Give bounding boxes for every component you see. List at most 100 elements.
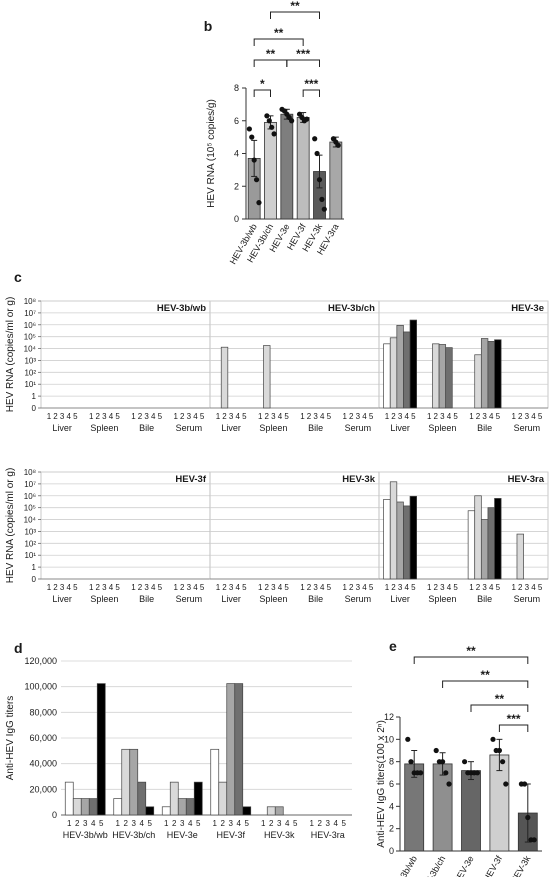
panel-c-sub-2-animal-label-0-2: 3 bbox=[398, 412, 403, 421]
panel-b-significance-bracket-2 bbox=[286, 59, 320, 67]
panel-c-sub-2-bar-2-2 bbox=[480, 338, 489, 409]
panel-b-point-3-3 bbox=[304, 116, 310, 122]
panel-c-sub-0-y-tick-label-7: 10⁶ bbox=[24, 321, 36, 330]
panel-c-sub-3-y-tick-label-0: 0 bbox=[32, 575, 37, 584]
panel-c-sub-5-animal-label-3-2: 3 bbox=[525, 583, 530, 592]
panel-b-significance-label-0: * bbox=[260, 77, 265, 91]
panel-c-sub-4-animal-label-3-0: 1 bbox=[342, 583, 347, 592]
panel-b-point-0-2 bbox=[251, 157, 257, 163]
panel-c-sub-5-title: HEV-3ra bbox=[508, 474, 545, 485]
panel-c-sub-0-animal-label-1-3: 4 bbox=[109, 412, 114, 421]
panel-c-sub-0-y-tick-label-5: 10⁴ bbox=[24, 345, 37, 354]
panel-c-sub-3-title: HEV-3f bbox=[175, 474, 206, 485]
panel-e-significance-bracket-0 bbox=[413, 656, 529, 664]
panel-e-point-3-2 bbox=[496, 747, 502, 754]
panel-c-sub-1-animal-label-1-1: 2 bbox=[265, 412, 270, 421]
panel-c-sub-5-animal-label-3-1: 2 bbox=[518, 583, 523, 592]
panel-d-animal-label-4-1: 2 bbox=[269, 819, 274, 828]
panel-c-sub-0-animal-label-2-0: 1 bbox=[131, 412, 136, 421]
panel-c-sub-4-animal-label-2-0: 1 bbox=[300, 583, 305, 592]
panel-c-sub-4-animal-label-0-2: 3 bbox=[229, 583, 234, 592]
panel-e-point-2-0 bbox=[462, 759, 468, 765]
panel-c-sub-4-tissue-label-1: Spleen bbox=[259, 594, 287, 604]
panel-c-sub-3-animal-label-1-2: 3 bbox=[102, 583, 107, 592]
panel-c-sub-3-tissue-label-0: Liver bbox=[52, 594, 72, 604]
panel-c-sub-3-animal-label-1-1: 2 bbox=[96, 583, 101, 592]
panel-c-sub-0-animal-label-2-1: 2 bbox=[138, 412, 143, 421]
panel-d-bar-0-4 bbox=[96, 683, 106, 816]
panel-c-sub-5-bar-0-1 bbox=[389, 481, 398, 580]
panel-d-animal-label-5-1: 2 bbox=[318, 819, 323, 828]
panel-c-sub-5-animal-label-2-1: 2 bbox=[476, 583, 481, 592]
panel-d-bar-2-2 bbox=[177, 798, 187, 816]
panel-c-sub-5-animal-label-1-3: 4 bbox=[447, 583, 452, 592]
panel-d-y-tick-label-1: 20,000 bbox=[29, 784, 57, 794]
panel-c-sub-0-animal-label-0-2: 3 bbox=[60, 412, 65, 421]
panel-c-sub-3-tissue-label-1: Spleen bbox=[90, 594, 118, 604]
panel-c-sub-3-tissue-label-2: Bile bbox=[139, 594, 154, 604]
panel-c-sub-3-animal-label-0-4: 5 bbox=[73, 583, 78, 592]
panel-e-significance-label-2: ** bbox=[495, 692, 505, 706]
panel-c-sub-1-bar-1-1 bbox=[263, 345, 271, 409]
panel-c-sub-5-bar-2-0 bbox=[467, 510, 476, 580]
panel-c-sub-0-tissue-label-0: Liver bbox=[52, 423, 72, 433]
panel-e-point-0-0 bbox=[405, 736, 411, 742]
panel-c-sub-5-bar-0-0 bbox=[383, 499, 391, 580]
panel-c-sub-2-animal-label-3-2: 3 bbox=[525, 412, 530, 421]
panel-d-bar-2-1 bbox=[169, 781, 179, 816]
panel-c-sub-2-animal-label-2-0: 1 bbox=[469, 412, 474, 421]
panel-c-sub-2-bar-0-1 bbox=[389, 337, 398, 409]
panel-c-sub-4-animal-label-0-0: 1 bbox=[216, 583, 221, 592]
panel-c-sub-5-animal-label-0-2: 3 bbox=[398, 583, 403, 592]
panel-c-sub-0-animal-label-0-1: 2 bbox=[53, 412, 58, 421]
panel-d-bar-1-1 bbox=[121, 748, 131, 816]
panel-c-sub-1-animal-label-0-1: 2 bbox=[222, 412, 227, 421]
panel-d-bar-0-0 bbox=[64, 781, 74, 816]
panel-c-sub-5-bar-2-3 bbox=[487, 507, 495, 580]
panel-d: d 0 20,000 40,000 60,000 80,000 100,000 120,000… bbox=[5, 640, 352, 840]
panel-e-significance-bracket-2 bbox=[470, 704, 529, 712]
panel-d-animal-label-4-2: 3 bbox=[277, 819, 282, 828]
panel-c-sub-2-animal-label-0-1: 2 bbox=[391, 412, 396, 421]
panel-c-sub-2-animal-label-3-3: 4 bbox=[531, 412, 536, 421]
panel-c-sub-3-animal-label-1-3: 4 bbox=[109, 583, 114, 592]
panel-d-animal-label-5-2: 3 bbox=[326, 819, 331, 828]
panel-c-sub-2-animal-label-3-0: 1 bbox=[511, 412, 516, 421]
panel-c-sub-3-animal-label-3-4: 5 bbox=[200, 583, 205, 592]
panel-d-animal-label-1-1: 2 bbox=[124, 819, 129, 828]
panel-d-bar-0-3 bbox=[88, 798, 98, 816]
panel-e-significance-bracket-3 bbox=[498, 724, 529, 732]
panel-c-sub-0-animal-label-3-0: 1 bbox=[173, 412, 178, 421]
panel-b-point-5-2 bbox=[335, 142, 341, 148]
panel-c-sub-2-bar-0-2 bbox=[396, 324, 404, 409]
panel-b-y-tick-label-2: 4 bbox=[234, 149, 239, 159]
panel-d-animal-label-1-3: 4 bbox=[140, 819, 145, 828]
panel-c-sub-3-animal-label-1-0: 1 bbox=[89, 583, 94, 592]
panel-d-animal-label-3-2: 3 bbox=[229, 819, 234, 828]
panel-d-animal-label-5-0: 1 bbox=[310, 819, 315, 828]
panel-e-significance-bracket-1 bbox=[442, 680, 529, 688]
panel-b-point-1-0 bbox=[264, 113, 270, 119]
panel-c-sub-2-bar-2-1 bbox=[474, 354, 482, 409]
panel-d-animal-label-3-3: 4 bbox=[237, 819, 242, 828]
panel-c-sub-2-bar-0-0 bbox=[383, 343, 391, 409]
panel-d-animal-label-4-4: 5 bbox=[293, 819, 298, 828]
panel-c-sub-3-y-tick-label-6: 10⁵ bbox=[24, 504, 36, 513]
panel-d-bar-1-2 bbox=[129, 748, 139, 816]
panel-c-sub-2-animal-label-3-1: 2 bbox=[518, 412, 523, 421]
panel-c-sub-2-tissue-label-3: Serum bbox=[514, 423, 541, 433]
panel-d-y-tick-label-4: 80,000 bbox=[29, 707, 57, 717]
panel-c-sub-3-y-tick-label-3: 10² bbox=[24, 539, 36, 548]
panel-c-sub-0-animal-label-3-3: 4 bbox=[193, 412, 198, 421]
panel-c-sub-4-animal-label-1-1: 2 bbox=[265, 583, 270, 592]
panel-c-sub-5-animal-label-1-2: 3 bbox=[440, 583, 445, 592]
panel-e-point-3-0 bbox=[490, 736, 496, 742]
panel-d-bar-4-1 bbox=[266, 806, 276, 816]
panel-d-animal-label-1-0: 1 bbox=[116, 819, 121, 828]
panel-c-sub-3-animal-label-2-2: 3 bbox=[144, 583, 149, 592]
panel-d-animal-label-4-0: 1 bbox=[261, 819, 266, 828]
panel-c-sub-5-animal-label-3-4: 5 bbox=[538, 583, 543, 592]
panel-c-sub-1-animal-label-1-2: 3 bbox=[271, 412, 276, 421]
panel-c-sub-4-animal-label-3-4: 5 bbox=[369, 583, 374, 592]
panel-c-sub-0-y-axis-title: HEV RNA (copies/ml or g) bbox=[5, 297, 16, 413]
